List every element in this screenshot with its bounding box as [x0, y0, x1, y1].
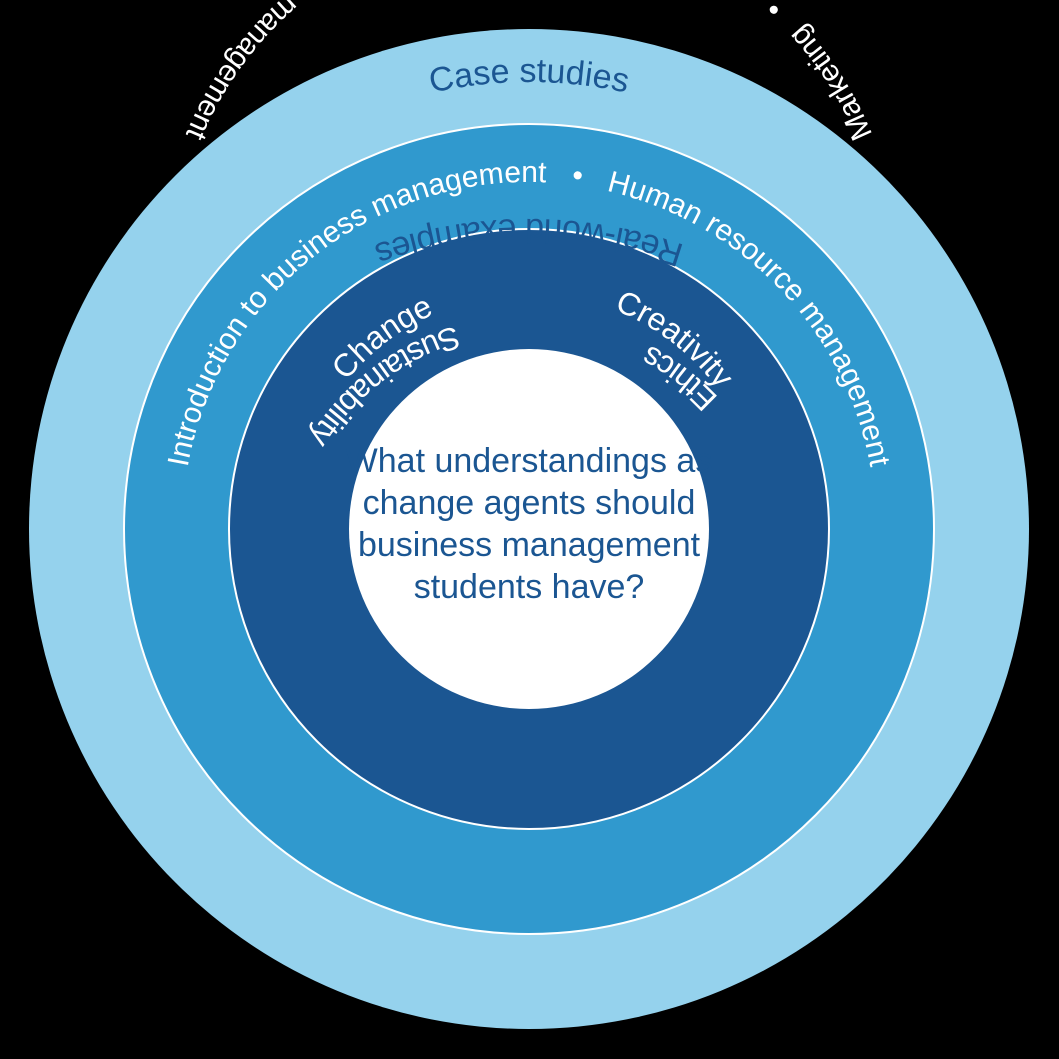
core-line-2: business management	[358, 526, 701, 564]
concentric-diagram: Case studies Real-world examples Introdu…	[0, 0, 1059, 1059]
core-line-0: What understandings as	[346, 442, 713, 480]
core-line-1: change agents should	[363, 484, 696, 522]
core-line-3: students have?	[414, 568, 645, 606]
